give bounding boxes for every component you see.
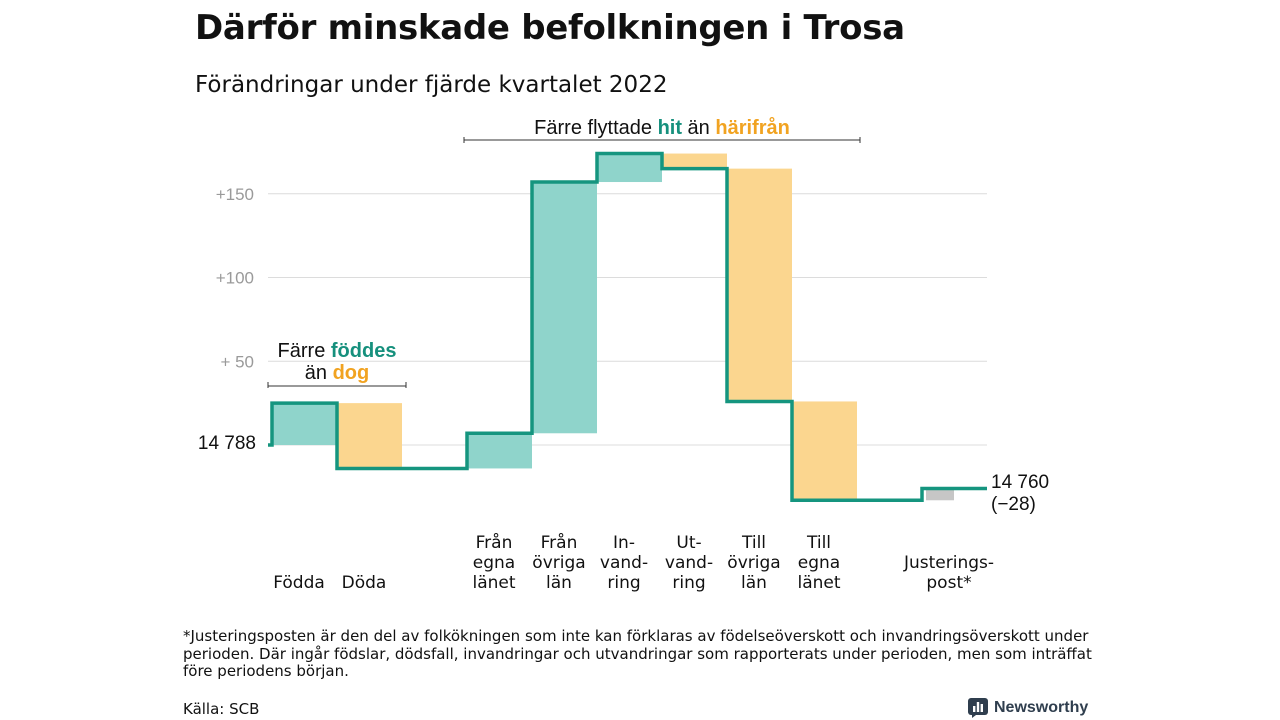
category-label: övriga — [727, 553, 780, 573]
category-label: Till — [806, 533, 831, 553]
y-tick-label: + 50 — [220, 352, 254, 371]
y-axis-tick-labels: +150 +100 + 50 — [216, 185, 254, 372]
annotation-births-line2: än dog — [305, 362, 369, 384]
category-label: Till — [741, 533, 766, 553]
footnote: *Justeringsposten är den del av folkökni… — [183, 627, 1092, 680]
annotation-births-away: dog — [333, 362, 370, 384]
annotation-moves-away: härifrån — [715, 116, 789, 139]
bar-increase — [532, 182, 597, 434]
annotation-moves-hit: hit — [658, 117, 683, 139]
bar-chart-logo-icon — [968, 698, 988, 718]
source-note: Källa: SCB — [183, 700, 260, 718]
category-label: län — [741, 573, 767, 593]
bar-adjustment — [926, 488, 954, 501]
bar-increase — [272, 403, 337, 445]
start-value-label: 14 788 — [198, 433, 256, 454]
chart-subtitle: Förändringar under fjärde kvartalet 2022 — [195, 72, 668, 98]
chart-title: Därför minskade befolkningen i Trosa — [195, 8, 905, 48]
bar-increase — [597, 153, 662, 183]
category-label: Ut- — [676, 533, 701, 553]
category-label: egna — [798, 553, 840, 573]
brand-name: Newsworthy — [994, 699, 1089, 716]
bar-decrease — [792, 401, 857, 501]
bar-decrease — [662, 153, 727, 169]
brand-logo[interactable]: Newsworthy — [968, 696, 1088, 720]
category-label: vand- — [600, 553, 648, 573]
category-labels: Födda DödaFrånegnalänetFrånövrigalänIn-va… — [273, 532, 994, 593]
bar-increase — [467, 433, 532, 469]
annotation-births: Färre föddes än dog — [267, 340, 407, 388]
annotation-moves: Färre flyttade hit än härifrån — [463, 116, 861, 143]
category-label: Från — [476, 532, 513, 553]
bar-decrease — [727, 168, 792, 402]
annotation-births-hit: föddes — [331, 340, 397, 362]
category-label: In- — [613, 533, 635, 553]
annotation-births-bracket — [267, 382, 407, 388]
end-value-label: 14 760 — [991, 472, 1049, 493]
category-label: egna — [473, 553, 515, 573]
annotation-moves-bracket — [463, 137, 861, 143]
category-label: Från — [541, 532, 578, 553]
category-label: Döda — [342, 573, 387, 593]
cumulative-step-line — [268, 151, 987, 503]
category-label: ring — [607, 573, 640, 593]
category-label: Justerings- — [903, 553, 994, 573]
annotation-moves-label: Färre flyttade hit än härifrån — [534, 116, 790, 139]
category-label: vand- — [665, 553, 713, 573]
bar-decrease — [337, 403, 402, 469]
category-label: ring — [672, 573, 705, 593]
end-change-label: (−28) — [991, 494, 1036, 515]
category-label: Födda — [273, 573, 325, 593]
category-label: län — [546, 573, 572, 593]
category-label: länet — [797, 573, 840, 593]
bars — [272, 153, 954, 501]
category-label: övriga — [532, 553, 585, 573]
category-label: länet — [472, 573, 515, 593]
y-tick-label: +100 — [216, 269, 254, 288]
category-label: post* — [926, 573, 971, 593]
annotation-births-line1: Färre föddes — [278, 340, 397, 362]
y-tick-label: +150 — [216, 185, 254, 204]
